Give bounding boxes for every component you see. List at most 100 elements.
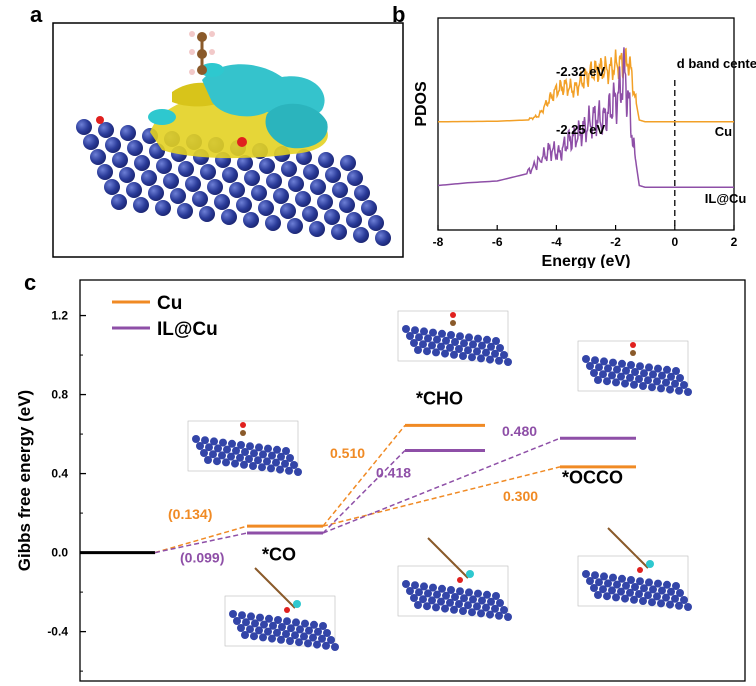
cu-atom [288, 176, 304, 192]
pdos-xtick-label: -2 [610, 235, 621, 249]
panel-a-charge-density-image [52, 22, 404, 258]
cu-atom [98, 122, 114, 138]
cu-atom [148, 185, 164, 201]
cu-atom [155, 200, 171, 216]
cu-atom [317, 194, 333, 210]
pdos-series-line-Cu [437, 47, 734, 123]
cu-atom [104, 179, 120, 195]
state-label-cho: *CHO [416, 388, 463, 408]
pdos-xtick-label: 0 [671, 235, 678, 249]
value-label-il-co: (0.099) [180, 549, 224, 565]
gibbs-ytick-label: 0.4 [51, 467, 68, 481]
pdos-xtick-label: -8 [433, 235, 444, 249]
cu-atom [375, 230, 391, 246]
cu-atom [346, 212, 362, 228]
pdos-frame [437, 17, 735, 231]
structure-thumbnail [397, 310, 512, 366]
d-band-center-label: d band center [677, 56, 756, 71]
panel-label-a: a [30, 2, 43, 27]
panel-c-gibbs-chart: 1.2 0.8 0.4 0.0 -0.4 Gibbs free energy (eV) Cu… [15, 279, 746, 682]
energy-connector-IL@Cu [322, 437, 561, 534]
cu-atom [156, 158, 172, 174]
cu-atom [90, 149, 106, 165]
cu-atom [281, 161, 297, 177]
cu-atom [310, 179, 326, 195]
gibbs-ytick-label: 0.8 [51, 388, 68, 402]
cu-atom [200, 164, 216, 180]
energy-connector-IL@Cu [322, 449, 406, 534]
cu-atom [163, 173, 179, 189]
cu-atom [273, 188, 289, 204]
cu-atom [221, 209, 237, 225]
cu-atom [325, 167, 341, 183]
gibbs-ylabel: Gibbs free energy (eV) [15, 390, 34, 571]
pdos-ylabel: PDOS [413, 81, 430, 127]
panel-b-pdos-chart: -8 -6 -4 -2 0 2 Energy (eV) PDOS d band center Cu… [413, 17, 756, 268]
cu-atom [280, 203, 296, 219]
cu-atom [97, 164, 113, 180]
value-label-il-cho: 0.418 [376, 465, 411, 481]
pdos-xlabel: Energy (eV) [542, 253, 631, 268]
pdos-series-label: IL@Cu [705, 191, 747, 206]
cu-atom [354, 185, 370, 201]
value-label-cu-co: (0.134) [168, 506, 212, 522]
cu-atom [214, 194, 230, 210]
structure-thumbnail [397, 537, 512, 621]
cu-atom [368, 215, 384, 231]
cu-atom [199, 206, 215, 222]
cu-atom [340, 155, 356, 171]
adsorbate-chain [189, 31, 215, 75]
cu-atom [324, 209, 340, 225]
cu-atom [236, 197, 252, 213]
cu-atom [347, 170, 363, 186]
cu-atom [237, 155, 253, 171]
cu-atom [318, 152, 334, 168]
cu-atom [331, 224, 347, 240]
gibbs-ytick-label: 1.2 [51, 309, 68, 323]
cu-atom [258, 200, 274, 216]
cu-atom [222, 167, 238, 183]
cu-atom [133, 197, 149, 213]
cu-atom [178, 161, 194, 177]
pdos-series-label: Cu [715, 124, 732, 139]
cu-atom [361, 200, 377, 216]
cu-atom [353, 227, 369, 243]
pdos-xtick-label: -6 [492, 235, 503, 249]
oxygen-atom [96, 116, 104, 124]
cu-atom [134, 155, 150, 171]
state-label-occo: *OCCO [562, 467, 623, 487]
cu-atom [265, 215, 281, 231]
cu-atom [119, 167, 135, 183]
isosurface-cyan [148, 63, 328, 149]
cu-atom [259, 158, 275, 174]
cu-atom [83, 134, 99, 150]
cu-atom [266, 173, 282, 189]
structure-thumbnail [577, 340, 692, 396]
structure-thumbnail [224, 567, 339, 651]
gibbs-frame [79, 279, 746, 682]
cu-atom [309, 221, 325, 237]
legend-label: IL@Cu [157, 319, 218, 340]
value-label-cu-occo: 0.300 [503, 488, 538, 504]
panel-label-b: b [392, 2, 406, 27]
cu-atom [303, 164, 319, 180]
cu-atom [111, 194, 127, 210]
state-label-co: *CO [262, 545, 296, 565]
legend-label: Cu [157, 293, 182, 314]
panel-label-c: c [24, 270, 37, 295]
cu-atom [192, 191, 208, 207]
cu-atom [127, 140, 143, 156]
value-label-il-occo: 0.480 [502, 423, 537, 439]
cu-atom [177, 203, 193, 219]
pdos-d-band-center-value: -2.25 eV [556, 122, 605, 137]
cu-atom [120, 125, 136, 141]
cu-atom [332, 182, 348, 198]
cu-atom [287, 218, 303, 234]
gibbs-ytick-label: -0.4 [47, 625, 68, 639]
energy-connector-Cu [322, 424, 406, 527]
oxygen-atom [237, 137, 247, 147]
cu-atom [244, 170, 260, 186]
cu-atom [207, 179, 223, 195]
cu-atom [170, 188, 186, 204]
cu-atom [76, 119, 92, 135]
